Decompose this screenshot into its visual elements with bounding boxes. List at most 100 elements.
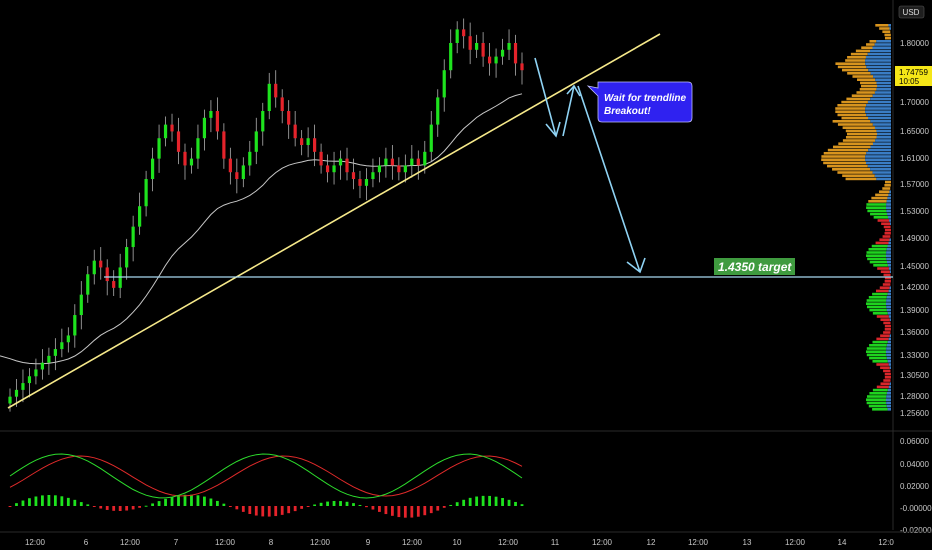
volume-profile-bar xyxy=(837,123,873,126)
volume-profile-bar xyxy=(886,353,891,357)
ascending-trendline[interactable] xyxy=(7,33,661,409)
macd-bar xyxy=(164,498,167,506)
volume-profile-bar xyxy=(880,382,890,385)
volume-profile-bar xyxy=(837,65,867,69)
volume-profile-bar xyxy=(888,216,891,219)
volume-profile-bar xyxy=(827,164,868,168)
candle-body xyxy=(306,138,310,146)
macd-histogram xyxy=(8,494,524,518)
macd-bar xyxy=(300,506,304,509)
price-tick-label: 1.49000 xyxy=(900,234,929,243)
macd-tick-label: 0.06000 xyxy=(900,437,929,446)
macd-bar xyxy=(99,506,103,509)
macd-bar xyxy=(118,506,122,511)
time-tick-label: 12:00 xyxy=(25,538,46,547)
volume-profile-bar xyxy=(865,59,891,62)
volume-profile-bar xyxy=(845,136,877,139)
volume-profile-bar xyxy=(875,241,889,245)
volume-profile-bar xyxy=(870,212,888,216)
volume-profile-bar xyxy=(884,184,891,187)
volume-profile-bar xyxy=(842,139,876,142)
volume-profile-bar xyxy=(871,196,888,200)
macd-bar xyxy=(345,501,349,506)
candle-body xyxy=(157,138,161,159)
price-tick-label: 1.70000 xyxy=(900,98,929,107)
volume-profile-bar xyxy=(888,267,891,270)
macd-bar xyxy=(105,506,109,510)
candle-body xyxy=(66,335,70,343)
currency-badge[interactable]: USD xyxy=(898,5,925,19)
volume-profile-bar xyxy=(888,241,891,245)
volume-profile-bar xyxy=(889,27,891,30)
volume-profile-bar xyxy=(886,308,891,312)
macd-bar xyxy=(326,501,329,506)
candle-body xyxy=(481,43,485,57)
volume-profile-bar xyxy=(879,238,890,241)
moving-average-line xyxy=(0,93,523,365)
volume-profile xyxy=(821,24,891,411)
volume-profile-bar xyxy=(889,382,891,385)
candle-body xyxy=(215,111,219,132)
volume-profile-bar xyxy=(882,235,891,238)
volume-profile-bar xyxy=(823,152,867,155)
volume-profile-bar xyxy=(889,366,891,369)
candle-body xyxy=(241,165,245,180)
volume-profile-bar xyxy=(882,187,891,190)
volume-profile-bar xyxy=(867,209,887,213)
macd-bar xyxy=(397,506,401,518)
candle-body xyxy=(280,97,284,112)
price-tick-label: 1.57000 xyxy=(900,180,929,189)
macd-bar xyxy=(60,496,64,506)
macd-bar xyxy=(53,495,57,506)
price-axis[interactable]: 1.800001.750001.700001.650001.610001.570… xyxy=(900,39,929,418)
volume-profile-bar xyxy=(856,91,875,94)
macd-bar xyxy=(390,506,394,516)
volume-profile-bar xyxy=(888,289,891,293)
volume-profile-bar xyxy=(886,260,891,264)
candle-body xyxy=(436,97,440,125)
time-tick-label: 10 xyxy=(453,538,462,547)
candle-body xyxy=(449,43,453,71)
volume-profile-bar xyxy=(851,94,873,97)
callout-line-1: Wait for trendline xyxy=(604,93,686,104)
price-tick-label: 1.80000 xyxy=(900,39,929,48)
macd-bar xyxy=(280,506,284,515)
candle-body xyxy=(397,165,401,173)
volume-profile-bar xyxy=(860,81,877,85)
time-axis[interactable]: 12:00 6 12:00 7 12:00 8 12:00 9 12:00 10 12:00 11 12… xyxy=(25,538,894,547)
volume-profile-bar xyxy=(870,120,891,123)
candle-body xyxy=(92,260,96,275)
target-label[interactable]: 1.4350 target xyxy=(714,258,795,275)
candle-body xyxy=(371,172,375,180)
macd-axis[interactable]: 0.06000 0.04000 0.02000 -0.00000 -0.02000 xyxy=(900,437,932,535)
macd-bar xyxy=(131,506,135,510)
volume-profile-bar xyxy=(874,91,891,94)
volume-profile-bar xyxy=(879,190,890,193)
volume-profile-bar xyxy=(889,270,891,273)
volume-profile-bar xyxy=(827,148,869,152)
macd-bar xyxy=(332,500,336,506)
candle-body xyxy=(99,260,103,268)
volume-profile-bar xyxy=(876,84,891,88)
volume-profile-bar xyxy=(838,142,873,145)
volume-profile-bar xyxy=(869,308,887,312)
volume-profile-bar xyxy=(868,296,887,299)
macd-bar xyxy=(15,503,18,506)
macd-tick-label: 0.04000 xyxy=(900,460,929,469)
volume-profile-bar xyxy=(884,328,891,331)
volume-profile-bar xyxy=(842,174,875,177)
price-tick-label: 1.36000 xyxy=(900,328,929,337)
time-tick-label: 11 xyxy=(551,538,560,547)
candle-body xyxy=(34,369,38,377)
volume-profile-bar xyxy=(875,78,891,81)
callout-box[interactable]: Wait for trendline Breakout! xyxy=(586,81,693,123)
volume-profile-bar xyxy=(872,292,888,296)
candle-body xyxy=(79,294,83,316)
volume-profile-bar xyxy=(886,392,891,395)
macd-line xyxy=(9,453,523,499)
volume-profile-bar xyxy=(872,46,891,49)
volume-profile-bar xyxy=(884,228,891,232)
price-tick-label: 1.65000 xyxy=(900,127,929,136)
macd-bar xyxy=(21,500,25,506)
